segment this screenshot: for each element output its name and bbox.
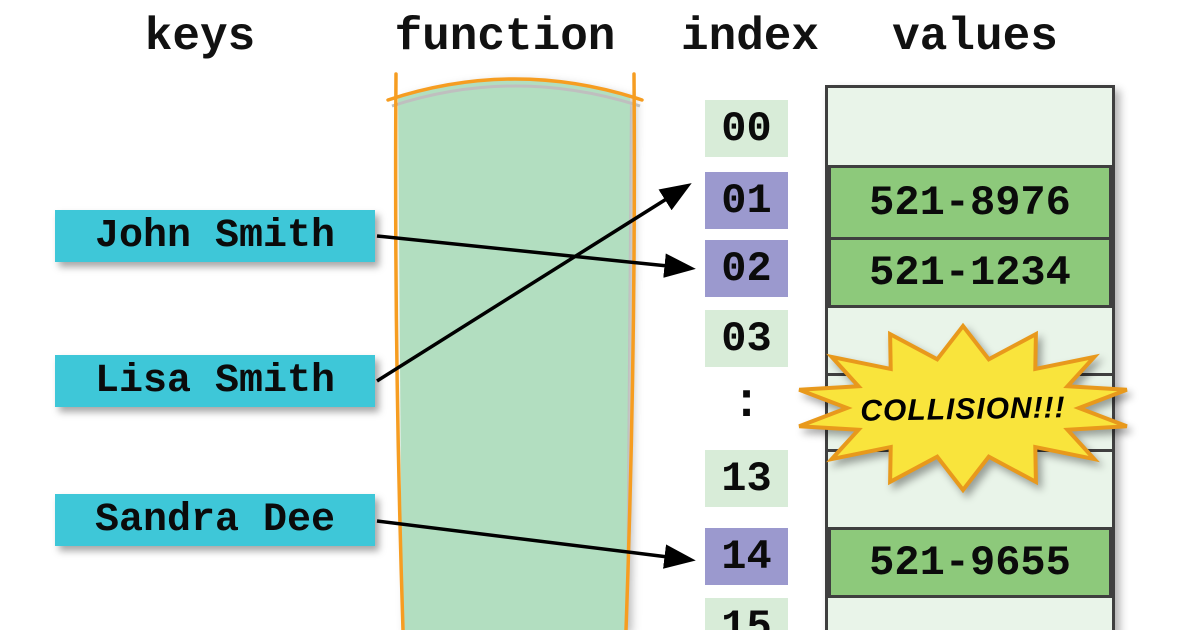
arrow-sandra-dee-to-14 — [376, 519, 696, 569]
column-header-function: function — [394, 11, 616, 63]
band-left-edge — [393, 72, 405, 630]
column-header-values: values — [892, 11, 1058, 63]
index-cell-14: 14 — [705, 528, 788, 585]
value-cell-02: 521-1234 — [828, 237, 1112, 308]
column-header-index: index — [680, 11, 820, 63]
band-top-arc — [386, 77, 644, 102]
index-cell-03: 03 — [705, 310, 788, 367]
arrow-john-smith-to-02 — [376, 234, 696, 278]
arrow-lisa-smith-to-01 — [376, 183, 692, 383]
collision-starburst — [798, 322, 1128, 494]
index-cell-01: 01 — [705, 172, 788, 229]
hash-function-band — [398, 78, 630, 630]
index-cell-13: 13 — [705, 450, 788, 507]
values-column-box: 521-8976 521-1234 521-9655 — [825, 85, 1115, 630]
key-box-lisa-smith: Lisa Smith — [55, 355, 375, 407]
index-ellipsis: : — [732, 376, 761, 431]
index-cell-02: 02 — [705, 240, 788, 297]
collision-label: COLLISION!!! — [860, 391, 1066, 428]
value-cell-14: 521-9655 — [828, 527, 1112, 598]
band-top-arc-shadow — [391, 84, 641, 108]
value-cell-01: 521-8976 — [828, 165, 1112, 240]
key-box-john-smith: John Smith — [55, 210, 375, 262]
index-cell-00: 00 — [705, 100, 788, 157]
column-header-keys: keys — [144, 11, 256, 63]
key-box-sandra-dee: Sandra Dee — [55, 494, 375, 546]
index-cell-15: 15 — [705, 598, 788, 630]
